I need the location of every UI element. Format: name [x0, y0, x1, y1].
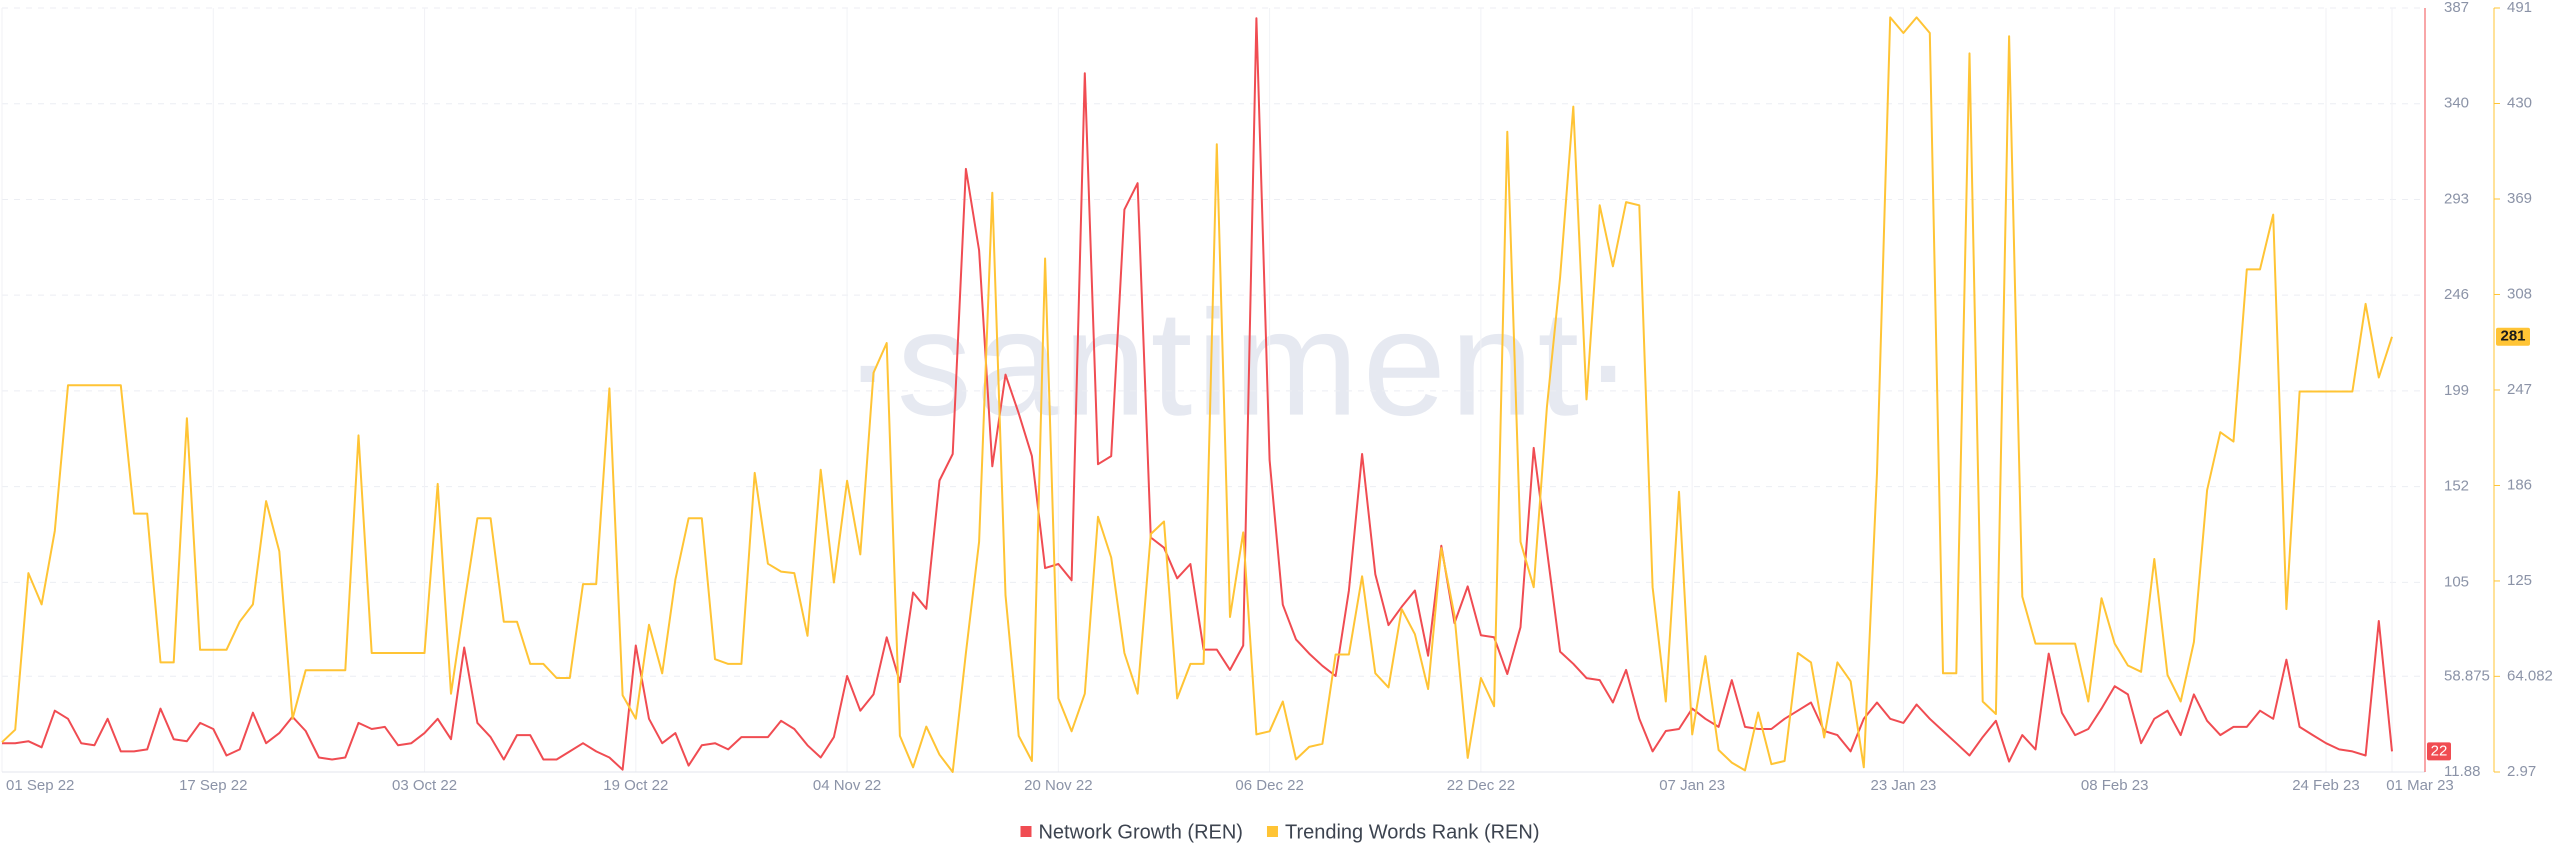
x-tick-label: 01 Sep 22: [6, 777, 74, 794]
series-line: [2, 17, 2393, 771]
x-tick-label: 01 Mar 23: [2386, 777, 2454, 794]
y-tick-label: 199: [2444, 382, 2469, 399]
x-tick-label: 22 Dec 22: [1447, 777, 1515, 794]
x-tick-label: 24 Feb 23: [2292, 777, 2360, 794]
last-value-badge: [2496, 327, 2530, 346]
y2-tick-label: 308: [2507, 285, 2532, 302]
y-tick-label: 293: [2444, 190, 2469, 207]
y2-tick-label: 125: [2507, 572, 2532, 589]
y2-tick-label: 186: [2507, 476, 2532, 493]
y-tick-label: 152: [2444, 478, 2469, 495]
y2-tick-label: 369: [2507, 190, 2532, 207]
x-tick-label: 17 Sep 22: [179, 777, 247, 794]
x-tick-label: 04 Nov 22: [813, 777, 881, 794]
x-tick-label: 19 Oct 22: [603, 777, 668, 794]
legend-label: Trending Words Rank (REN): [1285, 821, 1540, 843]
y2-tick-label: 430: [2507, 94, 2532, 111]
x-tick-label: 06 Dec 22: [1235, 777, 1303, 794]
y-tick-label: 387: [2444, 0, 2469, 16]
last-value-label: 22: [2431, 742, 2448, 759]
y-tick-label: 11.88: [2444, 763, 2480, 780]
y-tick-label: 246: [2444, 286, 2469, 303]
legend-label: Network Growth (REN): [1038, 821, 1242, 843]
legend-swatch: [1266, 826, 1278, 837]
x-tick-label: 08 Feb 23: [2081, 777, 2149, 794]
legend: Network Growth (REN) Trending Words Rank …: [1020, 821, 1540, 843]
legend-swatch: [1020, 826, 1032, 837]
x-tick-label: 20 Nov 22: [1024, 777, 1092, 794]
last-value-label: 281: [2500, 328, 2525, 345]
y-tick-label: 340: [2444, 95, 2469, 112]
y2-tick-label: 247: [2507, 381, 2532, 398]
y-tick-label: 58.875: [2444, 667, 2490, 684]
y2-tick-label: 64.082: [2507, 667, 2553, 684]
y-tick-label: 105: [2444, 573, 2469, 590]
watermark: ·santiment·: [843, 279, 1637, 447]
y2-tick-label: 491: [2507, 0, 2532, 16]
x-tick-label: 23 Jan 23: [1870, 777, 1936, 794]
last-value-badge: [2427, 742, 2451, 761]
y2-tick-label: 2.97: [2507, 763, 2536, 780]
x-tick-label: 03 Oct 22: [392, 777, 457, 794]
x-tick-label: 07 Jan 23: [1659, 777, 1725, 794]
series-line: [1, 16, 2393, 773]
